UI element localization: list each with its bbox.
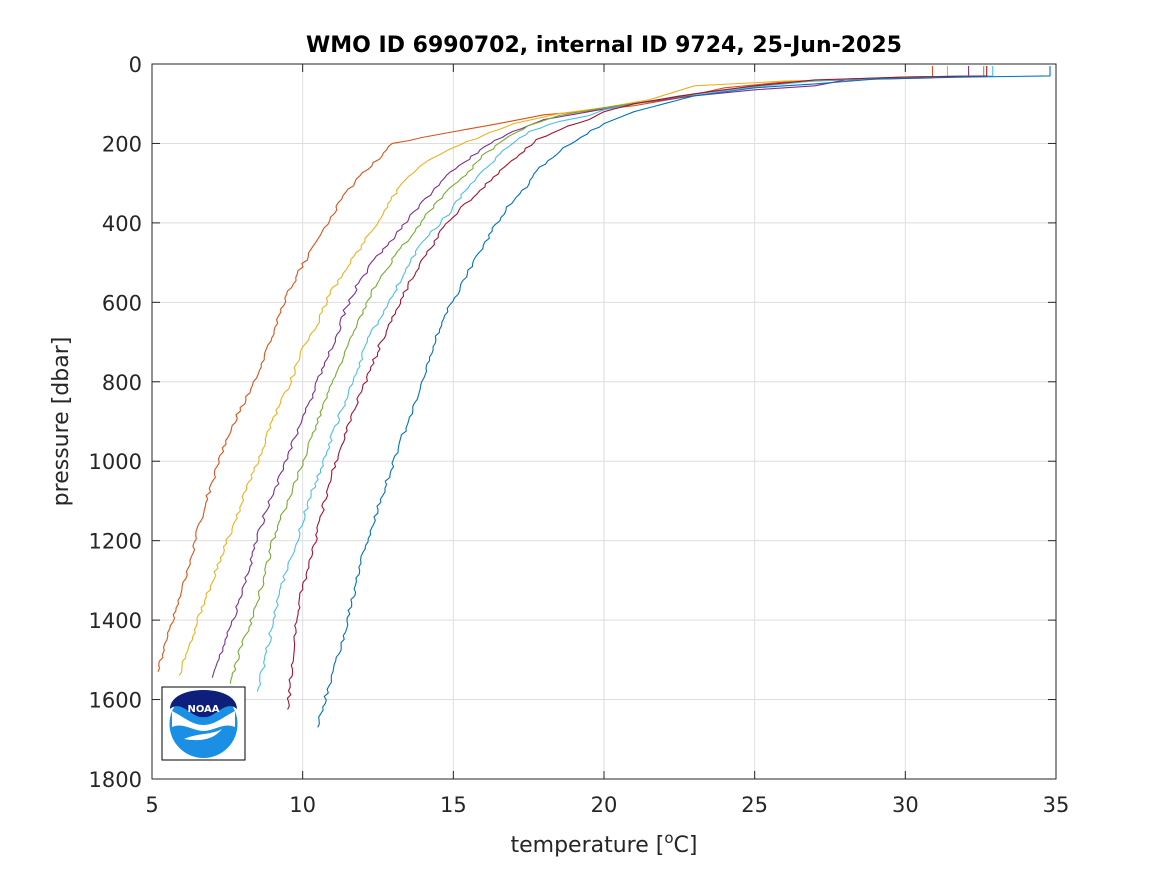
y-tick-label: 600 [102,291,142,315]
y-tick-label: 1800 [89,768,142,792]
x-tick-label: 30 [892,793,919,817]
x-tick-label: 5 [145,793,158,817]
x-tick-label: 25 [741,793,768,817]
x-tick-label: 20 [591,793,618,817]
x-tick-label: 10 [289,793,316,817]
profile-line-7 [317,66,1051,728]
x-axis-label-prefix: temperature [ [510,833,664,858]
y-tick-label: 200 [102,132,142,156]
noaa-logo: NOAA [161,686,246,761]
profile-line-1 [157,66,934,673]
x-axis-label-sup: o [664,829,673,847]
profile-line-3 [211,66,970,678]
series-layer [157,66,1051,728]
chart-title: WMO ID 6990702, internal ID 9724, 25-Jun… [306,33,902,58]
x-tick-label: 15 [440,793,467,817]
y-tick-label: 800 [102,371,142,395]
noaa-logo-text: NOAA [187,704,219,715]
x-axis-label-suffix: C] [674,833,698,858]
ticks: 5 10 15 20 25 30 35 0 200 400 600 800 1000 1200 1400 16… [89,53,1070,817]
y-tick-label: 1600 [89,689,142,713]
y-tick-label: 1000 [89,450,142,474]
y-tick-label: 0 [129,53,142,77]
profile-line-6 [286,66,988,710]
x-axis-label: temperature [oC] [510,829,697,858]
y-axis-label: pressure [dbar] [49,337,74,507]
profile-line-4 [229,66,985,684]
profile-line-5 [256,66,994,692]
y-tick-label: 400 [102,212,142,236]
y-tick-label: 1200 [89,530,142,554]
x-tick-label: 35 [1043,793,1070,817]
profile-line-2 [178,66,949,677]
y-tick-label: 1400 [89,609,142,633]
